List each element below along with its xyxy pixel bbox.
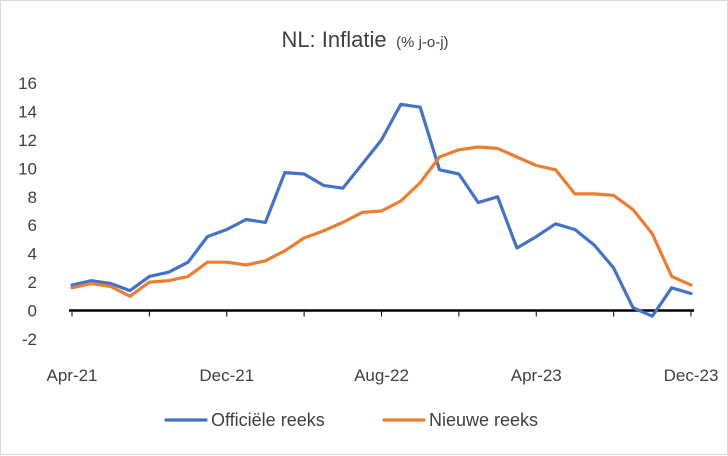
series-layer [70, 102, 693, 318]
y-tick-label: 2 [28, 273, 37, 292]
x-axis: Apr-21 Dec-21 Aug-22 Apr-23 Dec-23 [46, 309, 719, 385]
y-tick-label: 0 [28, 302, 37, 321]
chart-title: NL: Inflatie (% j-o-j) [281, 27, 448, 52]
y-tick-label: 10 [18, 159, 37, 178]
y-tick-label: 8 [28, 188, 37, 207]
x-tick-label: Dec-21 [199, 366, 254, 385]
y-tick-label: 6 [28, 216, 37, 235]
chart-title-main: NL: Inflatie [281, 27, 386, 52]
y-tick-label: 12 [18, 131, 37, 150]
x-tick-label: Aug-22 [354, 366, 409, 385]
series-line-nieuwe-reeks [70, 145, 693, 298]
x-tick-label: Dec-23 [664, 366, 719, 385]
legend-label: Nieuwe reeks [429, 410, 538, 430]
x-tick-label: Apr-23 [511, 366, 562, 385]
y-axis: -2 0 2 4 6 8 10 12 14 16 [18, 74, 37, 349]
series-line-officiele-reeks [70, 102, 693, 318]
y-tick-label: 4 [28, 245, 37, 264]
y-tick-label: -2 [22, 330, 37, 349]
legend: Officiële reeks Nieuwe reeks [164, 410, 538, 430]
y-tick-label: 16 [18, 74, 37, 93]
legend-label: Officiële reeks [211, 410, 325, 430]
x-tick-label: Apr-21 [46, 366, 97, 385]
chart-title-sub: (% j-o-j) [396, 34, 449, 51]
y-tick-label: 14 [18, 102, 37, 121]
